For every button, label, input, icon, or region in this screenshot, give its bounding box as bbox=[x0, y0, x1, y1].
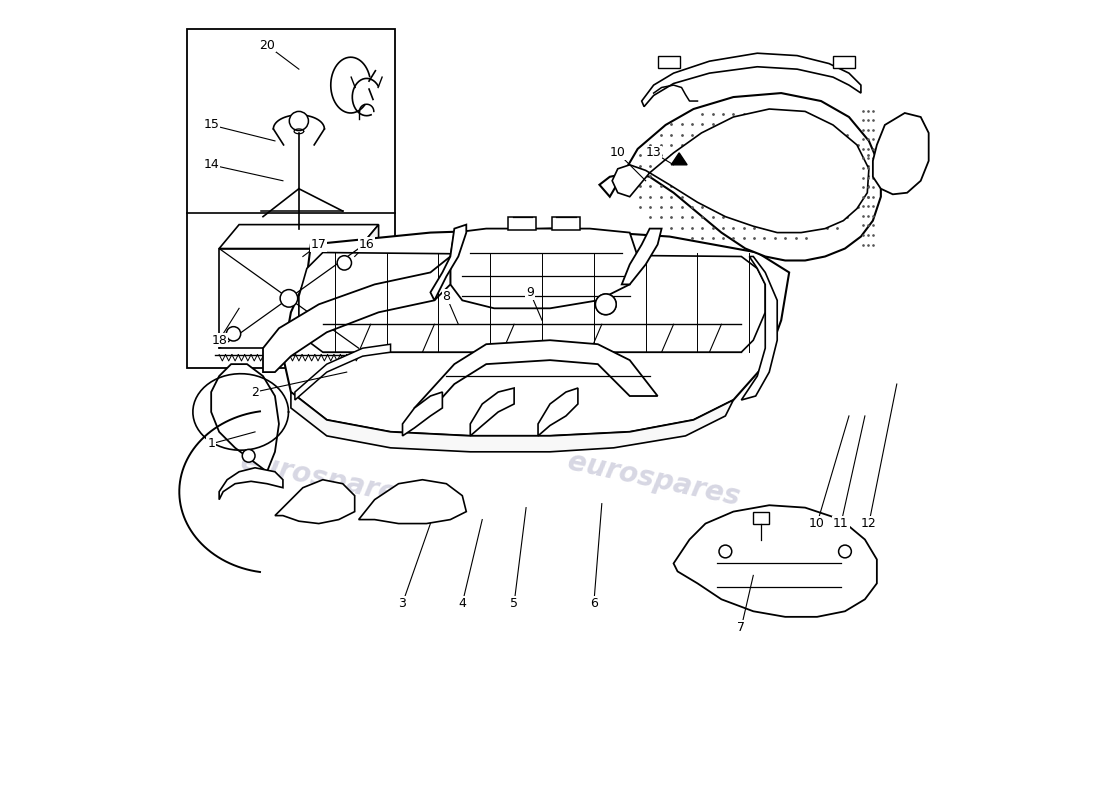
Circle shape bbox=[595, 294, 616, 314]
Text: 8: 8 bbox=[442, 290, 450, 303]
Text: 4: 4 bbox=[459, 597, 466, 610]
Text: 12: 12 bbox=[861, 517, 877, 530]
Polygon shape bbox=[219, 249, 359, 348]
Polygon shape bbox=[211, 364, 279, 472]
Circle shape bbox=[595, 294, 616, 314]
Polygon shape bbox=[754, 512, 769, 523]
Circle shape bbox=[242, 450, 255, 462]
Bar bbox=[187, 30, 395, 368]
Text: 7: 7 bbox=[737, 621, 746, 634]
Polygon shape bbox=[359, 225, 378, 348]
Text: 13: 13 bbox=[646, 146, 661, 159]
Polygon shape bbox=[673, 506, 877, 617]
Text: eurospares: eurospares bbox=[238, 272, 416, 336]
Text: 18: 18 bbox=[211, 334, 227, 346]
Circle shape bbox=[719, 545, 732, 558]
Polygon shape bbox=[299, 253, 766, 352]
Polygon shape bbox=[283, 229, 789, 436]
Circle shape bbox=[280, 290, 298, 307]
Text: 3: 3 bbox=[398, 597, 407, 610]
Polygon shape bbox=[450, 229, 638, 308]
Polygon shape bbox=[295, 344, 390, 400]
Polygon shape bbox=[671, 153, 688, 165]
Circle shape bbox=[289, 111, 308, 130]
Text: eurospares: eurospares bbox=[565, 448, 742, 512]
Text: eurospares: eurospares bbox=[238, 448, 416, 512]
Bar bbox=[658, 55, 680, 67]
Polygon shape bbox=[551, 217, 581, 230]
Polygon shape bbox=[430, 225, 466, 300]
Text: 20: 20 bbox=[258, 38, 275, 52]
Text: 10: 10 bbox=[810, 517, 825, 530]
Circle shape bbox=[838, 545, 851, 558]
Polygon shape bbox=[471, 388, 514, 436]
Circle shape bbox=[337, 256, 352, 270]
Text: 17: 17 bbox=[311, 238, 327, 251]
Bar bbox=[833, 55, 856, 67]
Text: 2: 2 bbox=[251, 386, 258, 398]
Text: 14: 14 bbox=[204, 158, 219, 171]
Polygon shape bbox=[359, 480, 466, 523]
Polygon shape bbox=[275, 480, 354, 523]
Polygon shape bbox=[415, 340, 658, 424]
Text: 5: 5 bbox=[510, 597, 518, 610]
Text: 16: 16 bbox=[359, 238, 374, 251]
Text: eurospares: eurospares bbox=[565, 272, 742, 336]
Text: 10: 10 bbox=[609, 146, 626, 159]
Circle shape bbox=[227, 326, 241, 341]
Polygon shape bbox=[263, 257, 450, 372]
Polygon shape bbox=[219, 225, 378, 249]
Polygon shape bbox=[219, 468, 283, 500]
Polygon shape bbox=[403, 392, 442, 436]
Polygon shape bbox=[538, 388, 578, 436]
Text: 6: 6 bbox=[590, 597, 597, 610]
Text: 15: 15 bbox=[204, 118, 219, 131]
Polygon shape bbox=[600, 93, 881, 261]
Polygon shape bbox=[290, 392, 734, 452]
Polygon shape bbox=[873, 113, 928, 194]
Text: 1: 1 bbox=[207, 438, 216, 450]
Polygon shape bbox=[613, 109, 869, 233]
Text: 11: 11 bbox=[833, 517, 849, 530]
Polygon shape bbox=[641, 54, 861, 106]
Polygon shape bbox=[508, 217, 537, 230]
Polygon shape bbox=[741, 257, 778, 400]
Polygon shape bbox=[621, 229, 661, 285]
Text: 9: 9 bbox=[526, 286, 534, 299]
